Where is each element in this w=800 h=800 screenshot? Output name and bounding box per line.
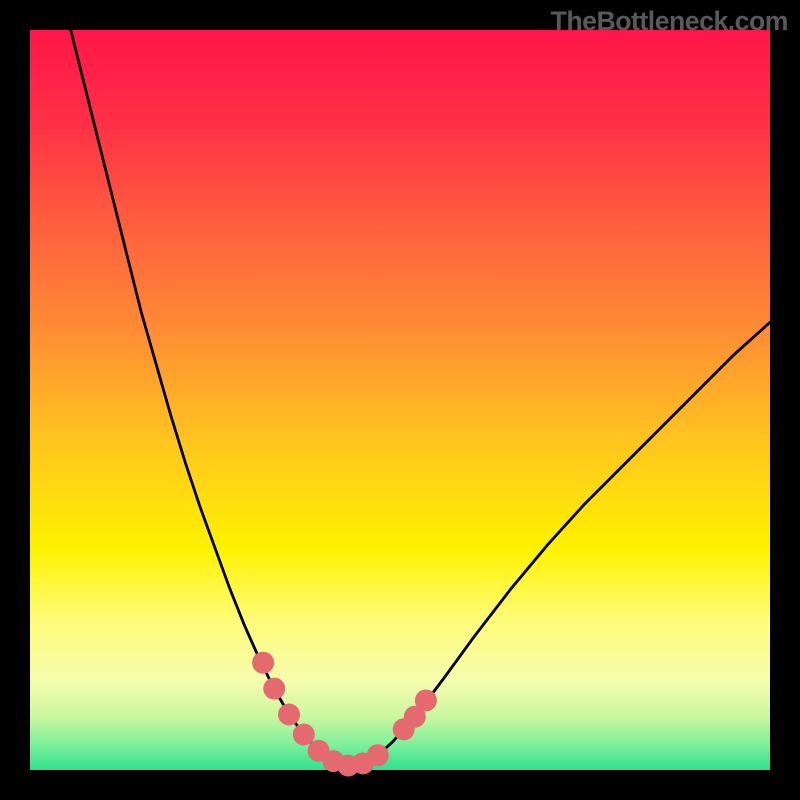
chart-gradient-bg (30, 30, 770, 770)
highlight-marker (263, 678, 285, 700)
highlight-marker (367, 744, 389, 766)
bottleneck-chart (0, 0, 800, 800)
highlight-marker (278, 704, 300, 726)
highlight-marker (252, 652, 274, 674)
watermark-text: TheBottleneck.com (551, 6, 788, 37)
chart-canvas: TheBottleneck.com (0, 0, 800, 800)
highlight-marker (293, 723, 315, 745)
highlight-marker (415, 689, 437, 711)
